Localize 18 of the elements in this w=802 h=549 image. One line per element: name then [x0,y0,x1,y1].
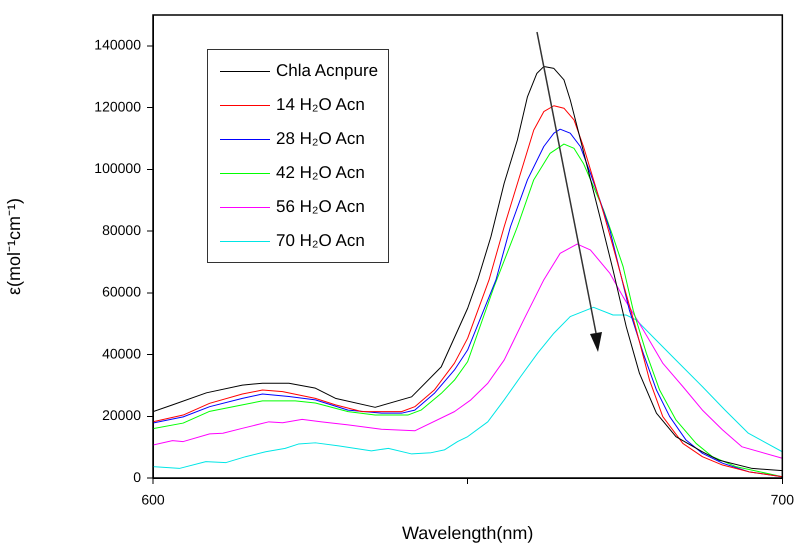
x-tick-label: 600 [141,491,165,508]
legend-label: 70 H₂O Acn [276,231,365,251]
y-tick-label: 60000 [102,284,142,300]
y-tick-label: 140000 [94,36,142,53]
legend-label: 28 H₂O Acn [276,129,365,149]
legend-label: 14 H₂O Acn [276,95,365,115]
legend-label: Chla Acnpure [276,61,378,81]
y-tick-label: 20000 [102,407,142,424]
y-tick-label: 120000 [94,98,142,114]
legend-label: 42 H₂O Acn [276,163,365,183]
y-tick-label: 80000 [102,222,142,238]
y-tick-label: 0 [133,468,142,485]
y-tick-label: 40000 [102,345,142,362]
y-axis-title: ε(mol⁻¹cm⁻¹) [4,198,24,295]
y-tick-label: 100000 [94,160,142,176]
legend-label: 56 H₂O Acn [276,197,365,217]
x-axis-title: Wavelength(nm) [402,523,534,544]
x-tick-label: 700 [770,491,794,508]
